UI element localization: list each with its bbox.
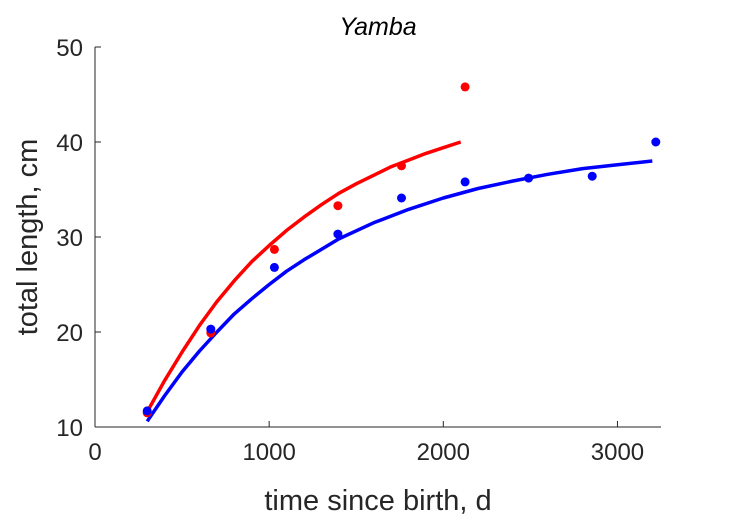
fit-curve-2 [145,159,653,423]
data-point-series-1 [397,161,406,171]
y-tick-label: 10 [56,415,83,442]
data-points [142,82,661,418]
axes [94,47,661,428]
y-tick-label: 20 [56,320,83,347]
data-point-series-2 [142,406,152,416]
data-point-series-2 [269,262,279,272]
x-tick-label: 1000 [242,439,295,466]
data-point-series-2 [651,137,661,147]
y-tick-label: 50 [56,35,83,62]
data-point-series-1 [269,244,279,254]
data-point-series-2 [397,193,406,203]
y-tick-label: 30 [56,225,83,252]
y-axis-label: total length, cm [12,139,44,336]
x-tick-label: 3000 [591,439,644,466]
data-point-series-2 [206,324,216,334]
x-axis-label: time since birth, d [264,485,491,517]
chart-title: Yamba [339,13,416,41]
ticks: 0 1000 2000 3000 10 20 30 40 50 [56,35,644,466]
data-point-series-2 [524,173,534,183]
x-tick-label: 2000 [417,439,470,466]
data-point-series-1 [333,201,343,211]
data-point-series-2 [460,177,470,187]
y-tick-label: 40 [56,130,83,157]
data-point-series-2 [587,171,597,181]
data-point-series-1 [460,82,470,92]
x-tick-label: 0 [88,439,101,466]
fit-curves [145,140,653,423]
fit-curve-1 [145,140,462,413]
data-point-series-2 [333,229,343,239]
